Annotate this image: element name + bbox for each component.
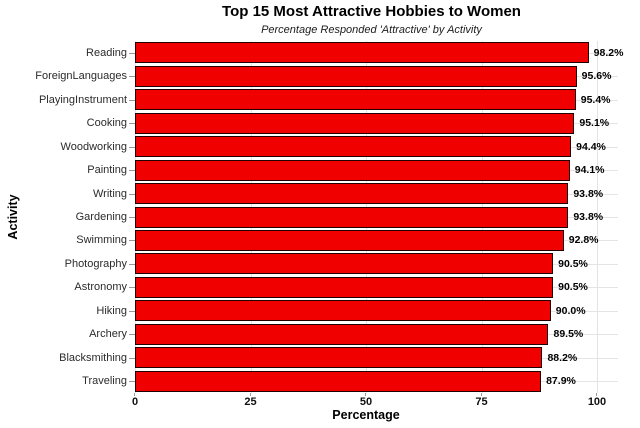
y-axis-tick — [129, 334, 135, 336]
y-axis-tick — [129, 193, 135, 195]
y-category-label: PlayingInstrument — [38, 93, 127, 106]
bar — [135, 65, 577, 87]
y-axis-tick — [129, 146, 135, 148]
y-category-label: Hiking — [96, 304, 127, 317]
x-tick-label: 50 — [359, 396, 373, 408]
x-axis-title: Percentage — [332, 408, 400, 422]
y-axis-tick — [129, 99, 135, 101]
bar-value-label: 95.4% — [580, 93, 611, 106]
bar-value-label: 92.8% — [568, 234, 599, 247]
x-tick-label: 0 — [131, 396, 139, 408]
x-axis-tick — [365, 393, 366, 396]
y-category-label: Blacksmithing — [59, 351, 127, 364]
bar-value-label: 90.5% — [558, 281, 588, 294]
plot-area: 98.2% 95.6% 95.4% 95.1% 94.4% 94.1% 93.8% 93.8%… — [135, 41, 623, 393]
x-axis-tick — [480, 393, 482, 396]
bar — [135, 276, 554, 298]
bar — [135, 229, 564, 251]
bar — [135, 370, 542, 392]
y-axis-tick — [129, 263, 135, 265]
bar — [135, 112, 575, 134]
bar — [135, 323, 549, 345]
y-axis-tick — [129, 357, 135, 359]
y-category-label: Woodworking — [60, 140, 127, 153]
y-category-label: ForeignLanguages — [35, 70, 127, 83]
y-category-label: Swimming — [76, 234, 127, 247]
bar — [135, 347, 543, 369]
bar-value-label: 98.2% — [593, 46, 624, 59]
y-axis-tick — [129, 381, 135, 383]
y-category-label: Traveling — [82, 375, 127, 388]
bar-value-label: 87.9% — [546, 375, 576, 388]
bar-value-label: 95.1% — [579, 117, 610, 130]
y-category-label: Astronomy — [74, 281, 127, 294]
x-tick-label: 25 — [244, 396, 257, 408]
bar — [135, 42, 589, 64]
bar-value-label: 94.1% — [574, 164, 605, 177]
y-axis-tick — [129, 217, 135, 218]
y-category-label: Photography — [64, 257, 127, 270]
y-category-label: Cooking — [86, 117, 127, 130]
bar — [135, 89, 576, 111]
bar-value-label: 90.5% — [558, 257, 588, 270]
chart-title: Top 15 Most Attractive Hobbies to Women — [222, 3, 521, 20]
bar-value-label: 93.8% — [573, 211, 604, 223]
y-axis-tick — [129, 287, 135, 289]
bar-value-label: 94.4% — [576, 140, 606, 153]
bar-value-label: 90.0% — [555, 304, 586, 317]
y-axis-tick — [129, 170, 135, 172]
y-category-label: Painting — [87, 164, 127, 177]
chart-subtitle: Percentage Responded 'Attractive' by Act… — [261, 24, 482, 36]
bar-value-label: 93.8% — [573, 187, 604, 200]
x-tick-label: 75 — [475, 396, 488, 408]
y-axis-tick — [129, 123, 135, 125]
x-axis-tick — [596, 393, 597, 396]
y-category-label: Writing — [92, 187, 127, 200]
y-axis-tick — [129, 76, 135, 78]
y-category-label: Archery — [89, 328, 127, 341]
y-category-label: Gardening — [75, 211, 127, 223]
y-axis-tick — [129, 310, 135, 312]
x-tick-label: 100 — [587, 396, 607, 408]
y-axis-tick — [129, 240, 135, 242]
bar — [135, 183, 569, 205]
y-axis-tick — [129, 52, 135, 54]
bar-value-label: 88.2% — [547, 351, 578, 364]
bar — [135, 206, 569, 228]
x-axis-tick — [249, 393, 251, 396]
bar — [135, 159, 570, 181]
bar — [135, 300, 551, 322]
bar-value-label: 89.5% — [553, 328, 584, 341]
y-category-label: Reading — [86, 46, 127, 59]
bar — [135, 253, 554, 275]
bar-value-label: 95.6% — [581, 70, 612, 83]
x-axis-tick — [134, 393, 135, 396]
bar — [135, 136, 572, 158]
